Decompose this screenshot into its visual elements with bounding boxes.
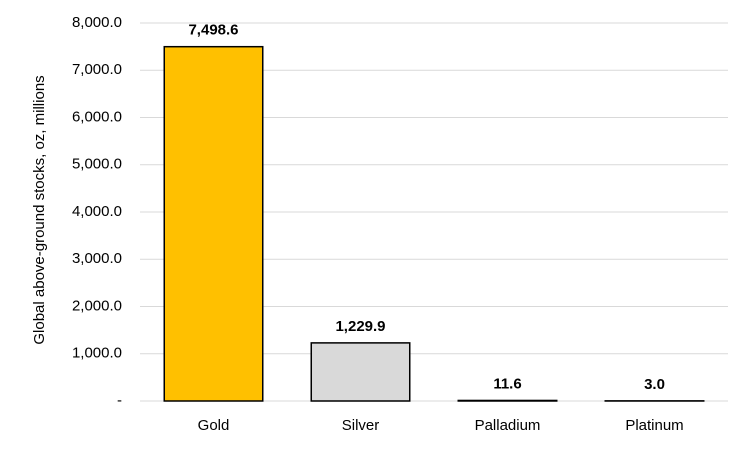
y-tick-label: 2,000.0: [72, 297, 122, 314]
data-label: 7,498.6: [188, 22, 238, 39]
y-tick-label: 3,000.0: [72, 250, 122, 267]
data-label: 3.0: [644, 376, 665, 393]
y-tick-label: 6,000.0: [72, 108, 122, 125]
y-tick-label: 4,000.0: [72, 203, 122, 220]
x-tick-label: Palladium: [475, 417, 541, 434]
bar: [457, 399, 558, 402]
bar: [310, 342, 411, 402]
y-tick-label: 5,000.0: [72, 156, 122, 173]
x-tick-label: Silver: [342, 417, 380, 434]
x-tick-label: Gold: [198, 417, 230, 434]
data-label: 11.6: [493, 375, 521, 392]
y-tick-label: -: [117, 392, 122, 409]
y-tick-label: 7,000.0: [72, 61, 122, 78]
x-tick-label: Platinum: [625, 417, 683, 434]
data-label: 1,229.9: [335, 318, 385, 335]
y-tick-label: 8,000.0: [72, 14, 122, 31]
y-tick-label: 1,000.0: [72, 345, 122, 362]
y-axis-label: Global above-ground stocks, oz, millions: [31, 75, 48, 344]
bar: [163, 45, 264, 402]
